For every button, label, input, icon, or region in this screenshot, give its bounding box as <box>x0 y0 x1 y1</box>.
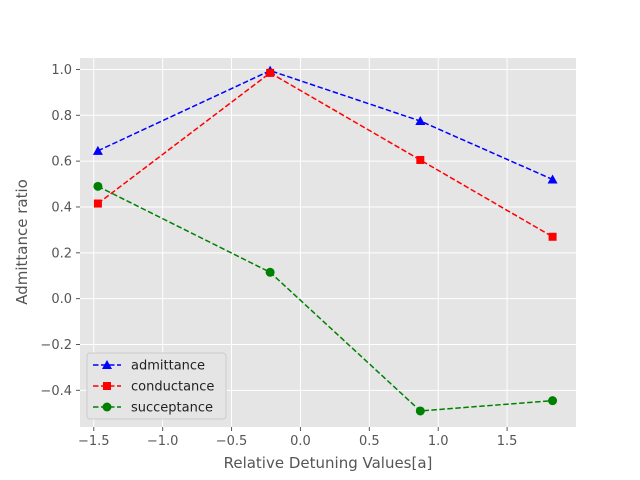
y-tick-label: 0.2 <box>51 246 72 261</box>
legend-label: succeptance <box>131 401 213 416</box>
x-tick-label: −1.0 <box>147 434 179 449</box>
y-tick-label: 0.4 <box>51 200 72 215</box>
y-tick-label: 1.0 <box>51 63 72 78</box>
legend-marker <box>102 402 112 412</box>
legend-item-admittance: admittance <box>93 359 205 374</box>
legend-item-conductance: conductance <box>93 380 214 395</box>
admittance-line <box>97 69 553 181</box>
conductance-point <box>93 199 102 208</box>
conductance-point <box>416 155 425 164</box>
legend-item-succeptance: succeptance <box>93 401 213 416</box>
succeptance-point <box>93 181 103 191</box>
ticks: −1.5 −1.0 −0.5 0.0 0.5 1.0 1.5 −0.4 −0.2 0.0 0.2 0.… <box>40 63 517 449</box>
y-tick-label: −0.4 <box>40 384 72 399</box>
y-tick-label: 0.6 <box>51 155 72 170</box>
succeptance-point <box>415 406 425 416</box>
conductance-point <box>266 68 275 77</box>
x-tick-label: −0.5 <box>216 434 248 449</box>
admittance-point <box>92 145 103 155</box>
series-succeptance <box>93 181 558 416</box>
succeptance-point <box>265 267 275 277</box>
admittance-point <box>415 116 426 126</box>
y-tick-label: 0.0 <box>51 292 72 307</box>
x-axis-label: Relative Detuning Values[a] <box>224 454 433 472</box>
conductance-point <box>548 232 557 241</box>
legend-box <box>86 352 227 420</box>
legend-marker <box>102 360 112 369</box>
y-axis-label: Admittance ratio <box>13 179 31 305</box>
succeptance-line <box>97 185 553 412</box>
conductance-line <box>97 71 553 238</box>
series-conductance <box>93 68 557 241</box>
y-tick-label: −0.2 <box>40 338 72 353</box>
legend: admittance conductance succeptance <box>86 352 227 420</box>
x-tick-label: −1.5 <box>78 434 110 449</box>
legend-label: conductance <box>131 380 214 395</box>
y-tick-label: 0.8 <box>51 109 72 124</box>
x-tick-label: 0.0 <box>290 434 311 449</box>
succeptance-point <box>548 396 558 406</box>
x-tick-label: 0.5 <box>359 434 380 449</box>
admittance-point <box>547 174 558 184</box>
legend-label: admittance <box>131 359 205 374</box>
series-group <box>92 65 558 416</box>
x-tick-label: 1.0 <box>428 434 449 449</box>
legend-marker <box>103 382 111 390</box>
x-tick-label: 1.5 <box>497 434 518 449</box>
